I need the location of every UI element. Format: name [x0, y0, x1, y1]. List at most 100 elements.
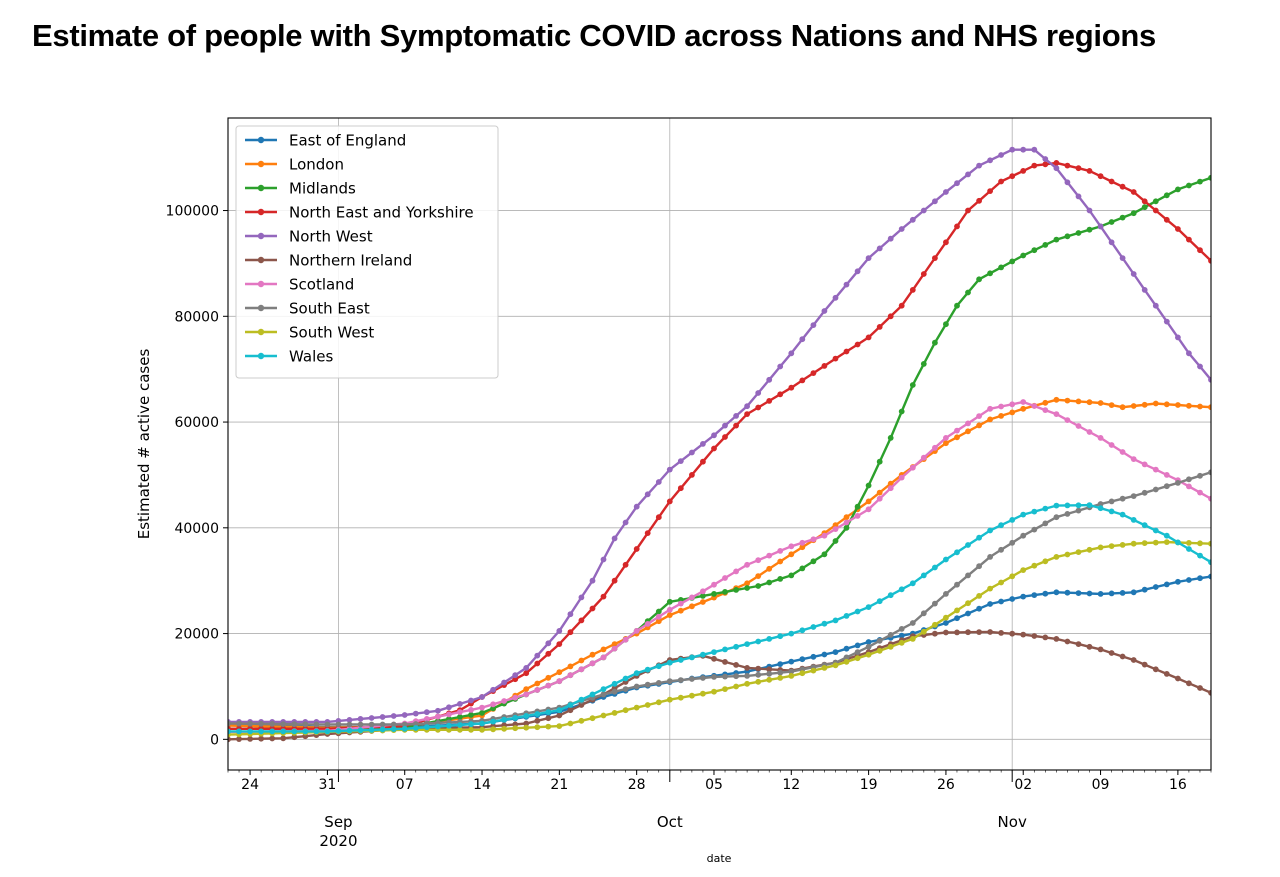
data-point: [1064, 179, 1071, 186]
data-point: [887, 485, 894, 492]
data-point: [810, 558, 817, 565]
x-tick-label: 09: [1092, 777, 1110, 793]
data-point: [766, 666, 773, 673]
data-point: [998, 598, 1004, 605]
data-point: [1086, 546, 1093, 553]
data-point: [932, 444, 938, 451]
data-point: [655, 663, 662, 670]
data-point: [887, 643, 894, 650]
data-point: [1175, 334, 1181, 341]
data-point: [976, 413, 982, 419]
series-lines: [228, 146, 1211, 743]
data-point: [965, 289, 971, 296]
data-point: [1130, 540, 1137, 547]
data-point: [677, 485, 684, 492]
data-point: [909, 620, 916, 626]
data-point: [1130, 403, 1137, 409]
data-point: [1152, 539, 1159, 546]
data-point: [1186, 546, 1192, 552]
data-point: [1053, 236, 1060, 243]
data-point: [766, 398, 773, 404]
data-point: [1031, 247, 1038, 254]
data-point: [943, 189, 949, 195]
legend-marker: [257, 304, 265, 312]
data-point: [644, 530, 651, 536]
data-point: [1186, 680, 1192, 687]
data-point: [655, 479, 662, 485]
data-point: [865, 651, 872, 658]
data-point: [644, 621, 651, 627]
data-point: [843, 645, 850, 652]
data-point: [821, 551, 828, 558]
data-point: [887, 313, 894, 320]
data-point: [677, 694, 684, 701]
data-point: [755, 404, 762, 411]
data-point: [1009, 401, 1016, 408]
data-point: [1064, 502, 1071, 509]
data-point: [247, 728, 254, 735]
data-point: [1086, 429, 1093, 435]
data-point: [578, 657, 585, 664]
data-point: [457, 714, 463, 720]
data-point: [799, 627, 806, 634]
data-point: [236, 728, 242, 735]
data-point: [799, 377, 806, 384]
data-point: [1086, 502, 1093, 508]
data-point: [379, 714, 386, 720]
data-point: [711, 581, 717, 588]
data-point: [1075, 193, 1082, 200]
data-point: [711, 655, 717, 662]
data-point: [412, 725, 419, 731]
data-point: [457, 709, 463, 715]
data-point: [887, 592, 894, 599]
data-point: [766, 552, 773, 559]
data-point: [269, 735, 276, 742]
data-point: [589, 660, 596, 667]
data-point: [1186, 483, 1192, 490]
data-point: [987, 405, 993, 412]
data-point: [1086, 168, 1093, 174]
data-point: [578, 617, 585, 624]
y-tick-label: 20000: [174, 627, 219, 643]
data-point: [1031, 562, 1038, 569]
data-point: [700, 599, 706, 605]
data-point: [534, 652, 541, 659]
data-point: [932, 621, 938, 628]
data-point: [1075, 507, 1082, 514]
data-point: [1031, 526, 1038, 533]
data-point: [987, 629, 993, 635]
data-point: [258, 735, 264, 742]
data-point: [1141, 540, 1148, 546]
data-point: [523, 686, 530, 692]
data-point: [777, 661, 784, 667]
data-point: [280, 721, 287, 727]
data-point: [954, 427, 960, 434]
data-point: [909, 382, 916, 388]
data-point: [744, 585, 750, 591]
data-point: [523, 724, 530, 731]
data-point: [954, 434, 960, 441]
y-tick-label: 80000: [174, 309, 219, 325]
data-point: [1163, 318, 1170, 325]
data-point: [920, 628, 927, 635]
data-point: [1042, 634, 1049, 641]
data-point: [898, 626, 905, 632]
data-point: [733, 587, 739, 593]
data-point: [777, 391, 784, 398]
data-point: [1208, 689, 1211, 696]
page-title: Estimate of people with Symptomatic COVI…: [32, 18, 1156, 53]
data-point: [666, 678, 673, 685]
data-point: [1020, 567, 1027, 573]
data-point: [943, 556, 949, 563]
data-point: [346, 717, 353, 723]
data-point: [1186, 236, 1192, 243]
data-point: [976, 162, 982, 169]
data-point: [1119, 183, 1126, 190]
data-point: [1108, 219, 1115, 225]
data-point: [843, 514, 850, 521]
data-point: [1108, 178, 1115, 185]
data-point: [512, 694, 519, 701]
data-point: [755, 678, 762, 685]
data-point: [556, 669, 563, 676]
data-point: [1163, 472, 1170, 478]
